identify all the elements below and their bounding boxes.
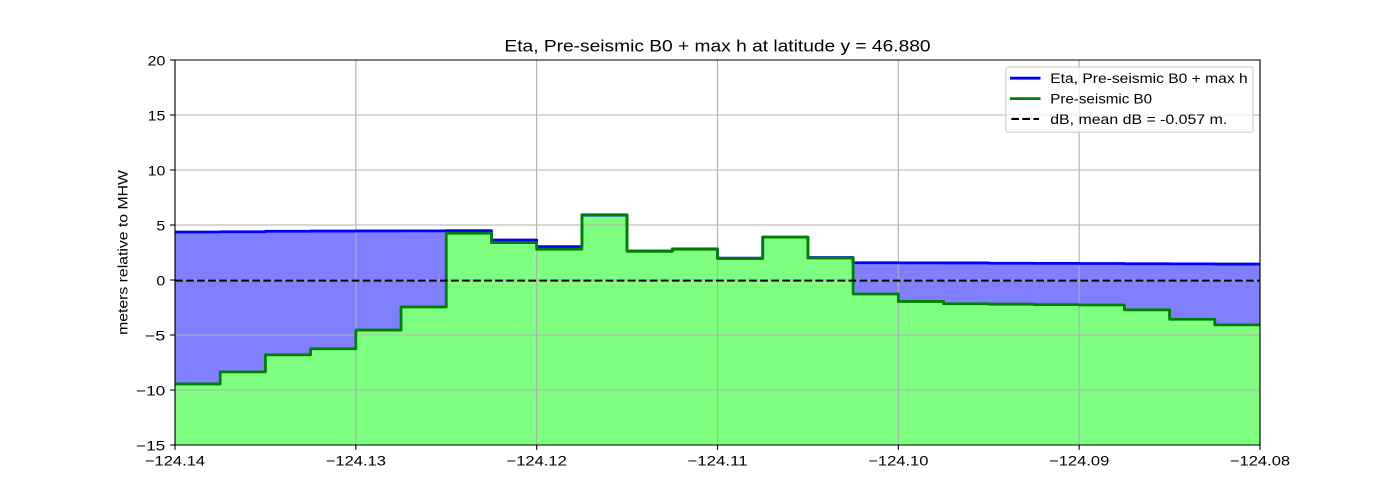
svg-text:15: 15	[148, 107, 166, 123]
svg-text:−124.09: −124.09	[1049, 452, 1110, 468]
svg-text:Eta, Pre-seismic B0 + max h at: Eta, Pre-seismic B0 + max h at latitude …	[504, 37, 930, 56]
svg-text:Eta, Pre-seismic B0 + max h: Eta, Pre-seismic B0 + max h	[1050, 70, 1247, 86]
svg-text:Pre-seismic B0: Pre-seismic B0	[1050, 90, 1152, 106]
svg-text:−124.08: −124.08	[1230, 452, 1291, 468]
svg-text:dB, mean dB = -0.057 m.: dB, mean dB = -0.057 m.	[1050, 111, 1227, 127]
svg-text:−124.12: −124.12	[507, 452, 568, 468]
svg-text:meters relative to MHW: meters relative to MHW	[115, 169, 131, 335]
svg-text:−5: −5	[145, 327, 166, 343]
svg-text:−10: −10	[136, 382, 166, 398]
svg-text:−124.13: −124.13	[326, 452, 387, 468]
svg-text:5: 5	[156, 217, 165, 233]
svg-text:0: 0	[156, 272, 165, 288]
svg-text:−124.14: −124.14	[145, 452, 206, 468]
svg-text:−15: −15	[136, 437, 166, 453]
svg-text:10: 10	[148, 162, 166, 178]
svg-text:20: 20	[148, 52, 166, 68]
svg-text:−124.10: −124.10	[868, 452, 929, 468]
svg-text:−124.11: −124.11	[687, 452, 748, 468]
